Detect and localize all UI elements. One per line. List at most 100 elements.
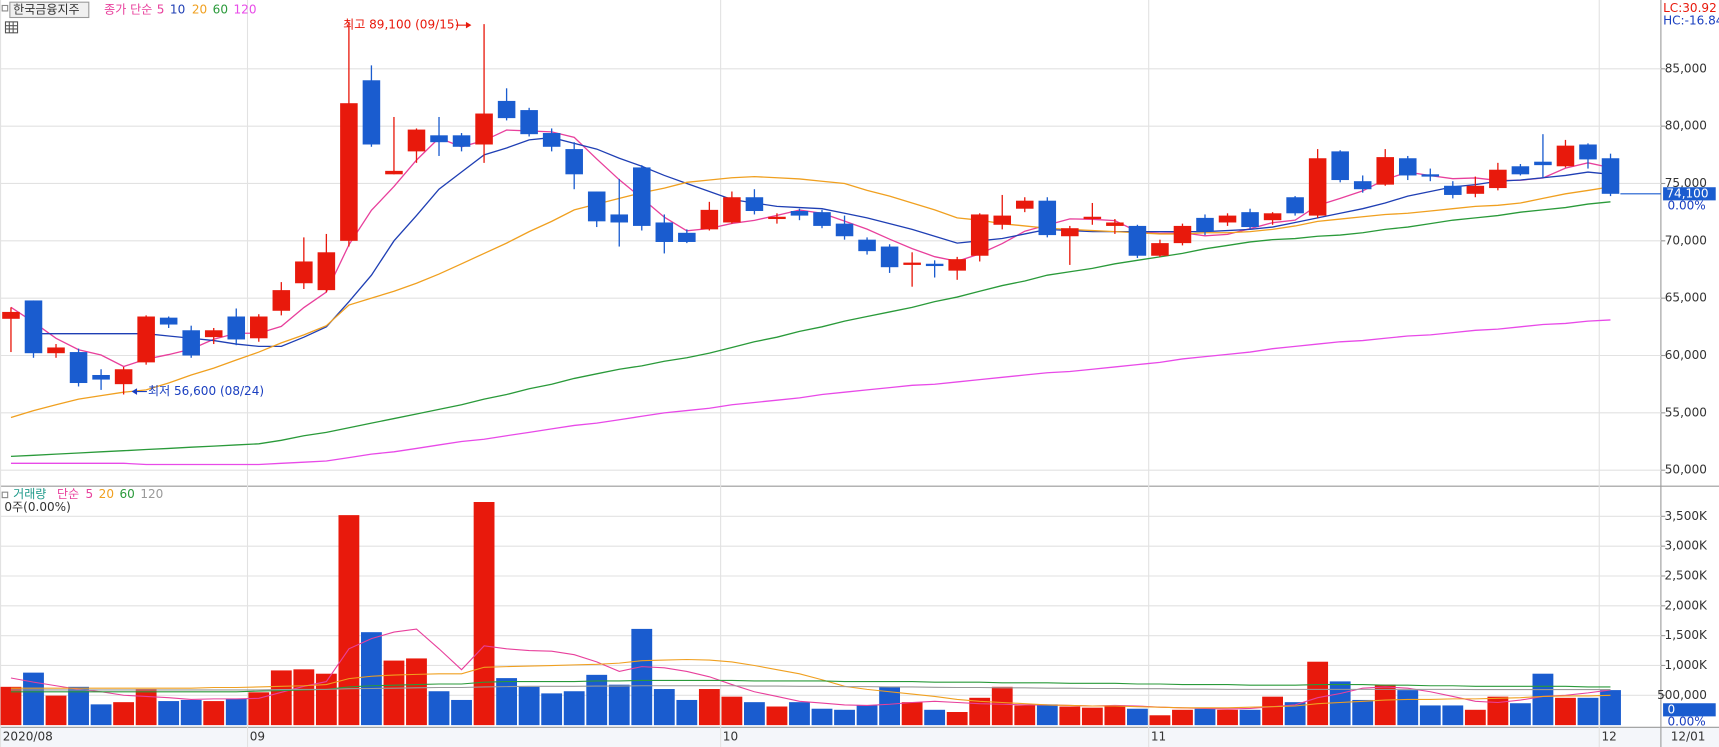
symbol-box [9,1,90,19]
candle-body [678,232,696,242]
average-line [10,658,1611,709]
candle-body [1263,213,1282,221]
candle-body [1151,243,1169,256]
indicator-lc: LC:30.92 [1663,1,1717,15]
candle-body [1376,157,1395,185]
indicator-hc: HC:-16.84 [1663,13,1719,27]
volume-bar [879,686,901,726]
average-line [10,175,1611,419]
candle-body [1241,212,1259,228]
candle-body [1556,145,1575,167]
average-line [10,319,1611,466]
volume-bar [1262,696,1284,726]
y-tick-label: 80,000 [1665,119,1707,133]
volume-bar [428,691,450,726]
candle-body [1353,181,1372,190]
volume-bar [406,658,427,726]
legend-entry: 20 [99,487,114,501]
volume-bar [608,684,630,726]
candle-body [1534,161,1552,166]
volume-bar [180,699,202,726]
candle-body [745,197,764,212]
x-tick-label: 2020/08 [3,730,53,744]
candle-body [633,167,651,226]
volume-bar [766,706,788,726]
legend-entry: 60 [119,487,134,501]
candle-body [587,191,606,222]
marks [0,21,1661,726]
volume-bar [789,702,810,726]
y-tick-label: 50,000 [1665,463,1707,477]
legend-title: 단순 [57,487,79,501]
volume-bar [631,628,653,726]
volume-bar [676,699,698,726]
candle-body [925,263,944,267]
table-icon [4,21,19,34]
average-line [10,685,1611,691]
candle-body [1173,225,1192,244]
candle-body [295,261,313,284]
y-tick-label: 75,000 [1665,176,1707,190]
volume-bar [1126,708,1148,726]
legend-entry: 120 [140,487,163,501]
y-tick-label: 2,500K [1665,568,1708,582]
volume-bar [653,689,675,726]
candle-body [475,113,493,145]
x-tick-label: 09 [250,730,265,744]
y-tick-label: 1,500K [1665,628,1708,642]
current-label: 74,100 [1666,186,1708,200]
volume-bar [1104,705,1126,726]
y-tick-label: 3,000K [1665,539,1708,553]
candle-body [250,316,268,339]
volume-bar [991,686,1013,726]
y-tick-label: 70,000 [1665,233,1707,247]
x-axis-strip [0,727,1719,747]
candle-body [1308,158,1327,216]
candle-body [430,135,448,143]
legend-entry: 20 [192,2,207,16]
legend-title: 종가 단순 [104,2,152,16]
volume-bar [496,678,518,726]
volume-bar [1532,673,1554,726]
volume-bar [721,696,743,726]
candle-body [1061,228,1079,237]
y-tick-label: 55,000 [1665,405,1707,419]
candle-body [858,239,876,252]
candle-body [1196,217,1214,232]
candle-body [114,369,133,385]
volume-bar [811,708,833,726]
candle-body [723,197,741,223]
candle-body [1331,151,1349,181]
average-line [10,129,1611,368]
cursor-date: 12/01 [1671,730,1706,744]
volume-bar [158,701,180,726]
volume-bar [924,709,946,726]
x-tick-label: 11 [1151,730,1166,744]
volume-bar [1555,697,1576,726]
candle-body [880,246,899,268]
candle-body [768,216,786,220]
candle-body [2,311,20,319]
volume-bar [23,672,44,726]
volume-bar [698,689,720,726]
legend-entry: 60 [213,2,228,16]
volume-bar [856,705,878,726]
current-change: 0.00% [1667,198,1705,212]
volume-bar [1059,706,1081,726]
y-tick-label: 500,000 [1657,688,1707,702]
y-tick-label: 65,000 [1665,291,1707,305]
candle-body [520,110,538,135]
candle-body [1398,158,1417,176]
volume-bar [1509,703,1531,726]
candle-body [92,374,110,380]
legend-entry: 5 [157,2,165,16]
candle-body [1466,185,1485,194]
candle-body [69,352,88,384]
candle-body [272,290,291,311]
candle-body [497,100,516,119]
y-tick-label: 3,500K [1665,509,1708,523]
candle-body [362,80,381,145]
volume-bar [1081,707,1103,726]
candle-body [24,300,43,354]
